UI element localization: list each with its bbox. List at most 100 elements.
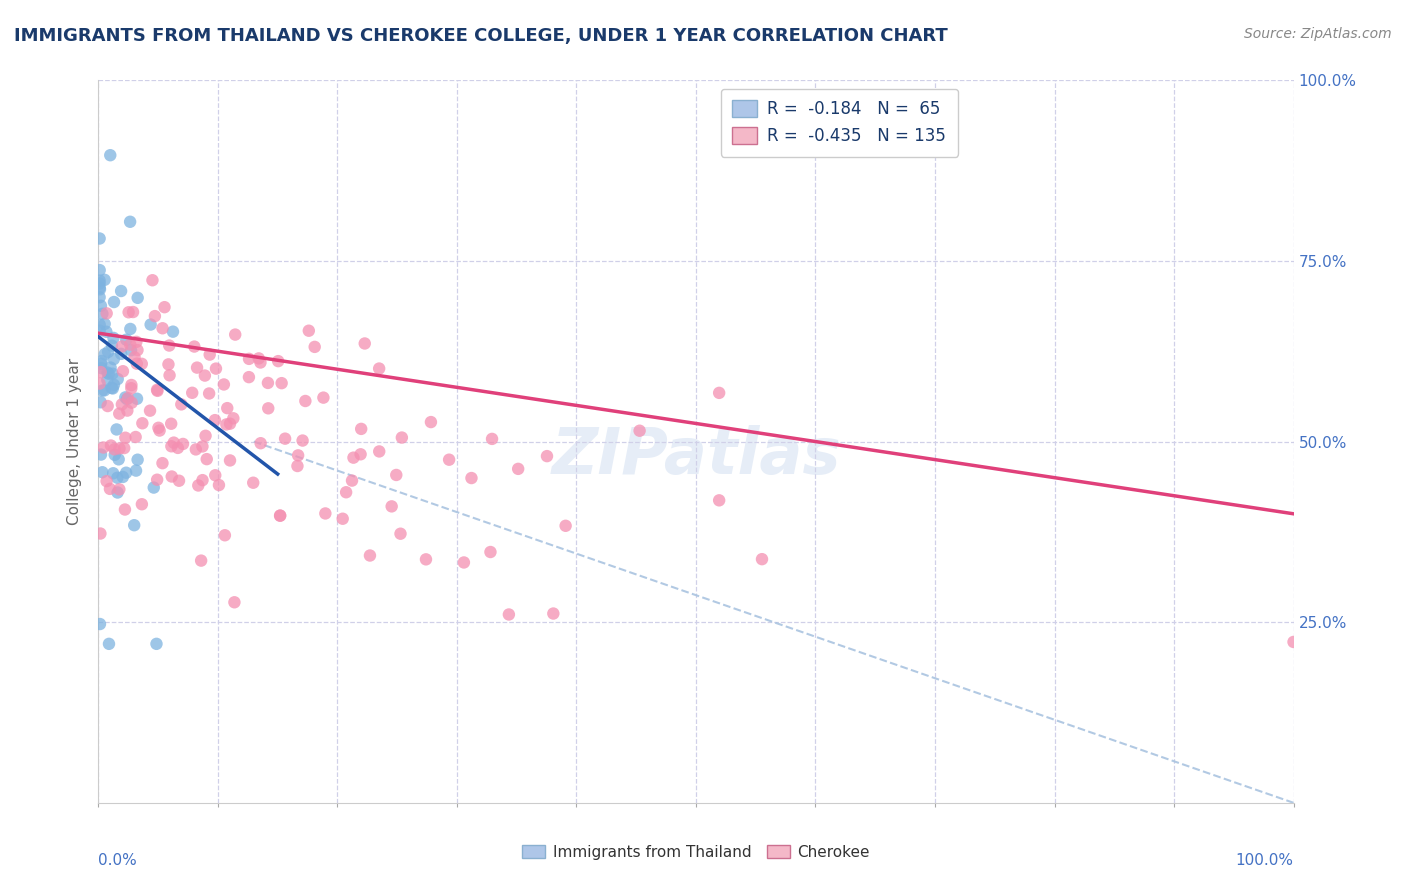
Point <box>115 392 138 406</box>
Point <box>222 411 245 425</box>
Point <box>152 321 174 335</box>
Point <box>194 429 217 443</box>
Point <box>98 637 121 651</box>
Point <box>105 471 128 485</box>
Point <box>124 351 146 365</box>
Point <box>269 508 291 523</box>
Point <box>219 417 242 431</box>
Point <box>274 432 297 446</box>
Point <box>453 556 475 570</box>
Point <box>89 231 111 245</box>
Point <box>101 367 124 381</box>
Point <box>120 381 142 395</box>
Point <box>238 351 260 366</box>
Point <box>91 465 114 479</box>
Point <box>340 474 363 488</box>
Point <box>100 438 122 452</box>
Point <box>101 339 124 353</box>
Text: IMMIGRANTS FROM THAILAND VS CHEROKEE COLLEGE, UNDER 1 YEAR CORRELATION CHART: IMMIGRANTS FROM THAILAND VS CHEROKEE COL… <box>14 27 948 45</box>
Point <box>242 475 264 490</box>
Point <box>96 306 118 320</box>
Point <box>368 444 391 458</box>
Point <box>152 456 174 470</box>
Point <box>153 300 176 314</box>
Point <box>89 274 111 288</box>
Point <box>751 552 773 566</box>
Point <box>163 435 186 450</box>
Point <box>89 324 111 338</box>
Point <box>460 471 482 485</box>
Point <box>91 307 114 321</box>
Point <box>90 354 112 368</box>
Point <box>120 337 142 351</box>
Point <box>112 441 135 455</box>
Point <box>89 282 111 296</box>
Point <box>89 263 111 277</box>
Point <box>114 391 136 405</box>
Text: ZIPatlas: ZIPatlas <box>551 425 841 487</box>
Point <box>215 417 238 432</box>
Point <box>96 325 118 339</box>
Point <box>105 422 128 436</box>
Point <box>198 386 221 401</box>
Point <box>111 397 134 411</box>
Point <box>160 469 183 483</box>
Point <box>170 397 193 411</box>
Point <box>304 340 326 354</box>
Point <box>204 413 226 427</box>
Point <box>335 485 357 500</box>
Point <box>89 277 111 291</box>
Point <box>90 361 112 376</box>
Point <box>269 508 291 523</box>
Point <box>359 549 381 563</box>
Point <box>125 357 148 371</box>
Point <box>103 377 125 392</box>
Point <box>103 442 125 457</box>
Point <box>117 305 139 319</box>
Point <box>89 526 111 541</box>
Point <box>257 401 280 416</box>
Point <box>194 368 217 383</box>
Point <box>103 467 125 481</box>
Point <box>146 473 169 487</box>
Point <box>186 360 208 375</box>
Point <box>111 339 134 353</box>
Point <box>117 403 139 417</box>
Point <box>142 481 165 495</box>
Point <box>107 485 129 500</box>
Point <box>104 448 127 462</box>
Point <box>224 595 246 609</box>
Point <box>287 449 309 463</box>
Point <box>419 415 441 429</box>
Point <box>93 273 115 287</box>
Point <box>298 324 321 338</box>
Point <box>91 384 114 398</box>
Point <box>332 512 354 526</box>
Point <box>115 333 138 347</box>
Point <box>97 399 120 413</box>
Point <box>214 528 236 542</box>
Point <box>162 325 184 339</box>
Point <box>122 305 145 319</box>
Point <box>145 637 167 651</box>
Point <box>124 430 146 444</box>
Point <box>160 439 183 453</box>
Point <box>103 331 125 345</box>
Point <box>127 343 149 357</box>
Point <box>143 309 166 323</box>
Point <box>110 284 132 298</box>
Point <box>415 552 437 566</box>
Point <box>707 385 730 400</box>
Point <box>131 497 153 511</box>
Point <box>89 281 111 295</box>
Point <box>270 376 292 391</box>
Point <box>117 391 139 405</box>
Point <box>141 273 163 287</box>
Point <box>247 351 270 366</box>
Point <box>127 291 149 305</box>
Point <box>381 500 404 514</box>
Point <box>368 361 391 376</box>
Point <box>257 376 280 390</box>
Point <box>93 441 115 455</box>
Point <box>350 422 373 436</box>
